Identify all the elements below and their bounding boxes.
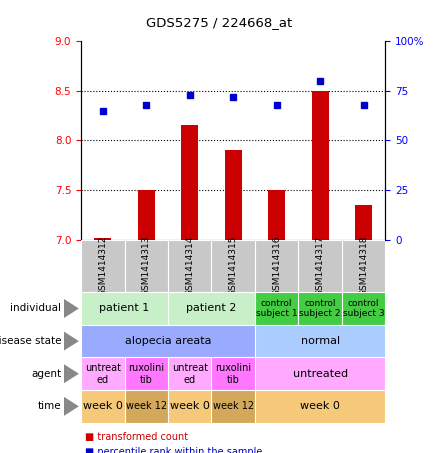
Text: week 0: week 0 xyxy=(300,401,340,411)
Text: ■ percentile rank within the sample: ■ percentile rank within the sample xyxy=(85,447,263,453)
Text: week 12: week 12 xyxy=(213,401,254,411)
Text: ■ transformed count: ■ transformed count xyxy=(85,432,188,442)
Text: week 0: week 0 xyxy=(83,401,123,411)
Text: ruxolini
tib: ruxolini tib xyxy=(215,363,251,385)
Bar xyxy=(181,125,198,240)
Text: untreat
ed: untreat ed xyxy=(172,363,208,385)
Polygon shape xyxy=(64,299,79,318)
Text: ruxolini
tib: ruxolini tib xyxy=(128,363,164,385)
Text: GSM1414318: GSM1414318 xyxy=(359,236,368,296)
Text: agent: agent xyxy=(31,369,61,379)
Polygon shape xyxy=(64,364,79,384)
Text: patient 1: patient 1 xyxy=(99,304,150,313)
Text: control
subject 1: control subject 1 xyxy=(256,299,297,318)
Bar xyxy=(268,190,286,240)
Text: control
subject 2: control subject 2 xyxy=(300,299,341,318)
Text: untreated: untreated xyxy=(293,369,348,379)
Polygon shape xyxy=(64,396,79,416)
Text: normal: normal xyxy=(300,336,340,346)
Text: untreat
ed: untreat ed xyxy=(85,363,121,385)
Text: GSM1414313: GSM1414313 xyxy=(142,236,151,296)
Text: control
subject 3: control subject 3 xyxy=(343,299,385,318)
Bar xyxy=(225,150,242,240)
Text: time: time xyxy=(38,401,61,411)
Text: GSM1414315: GSM1414315 xyxy=(229,236,238,296)
Text: disease state: disease state xyxy=(0,336,61,346)
Text: individual: individual xyxy=(11,304,61,313)
Text: patient 2: patient 2 xyxy=(186,304,237,313)
Text: week 12: week 12 xyxy=(126,401,167,411)
Text: GSM1414316: GSM1414316 xyxy=(272,236,281,296)
Text: week 0: week 0 xyxy=(170,401,210,411)
Text: alopecia areata: alopecia areata xyxy=(125,336,211,346)
Bar xyxy=(138,190,155,240)
Text: GDS5275 / 224668_at: GDS5275 / 224668_at xyxy=(146,16,292,29)
Polygon shape xyxy=(64,331,79,351)
Bar xyxy=(311,91,329,240)
Text: GSM1414314: GSM1414314 xyxy=(185,236,194,296)
Text: GSM1414312: GSM1414312 xyxy=(98,236,107,296)
Text: GSM1414317: GSM1414317 xyxy=(316,236,325,296)
Bar xyxy=(94,238,111,240)
Bar xyxy=(355,205,372,240)
